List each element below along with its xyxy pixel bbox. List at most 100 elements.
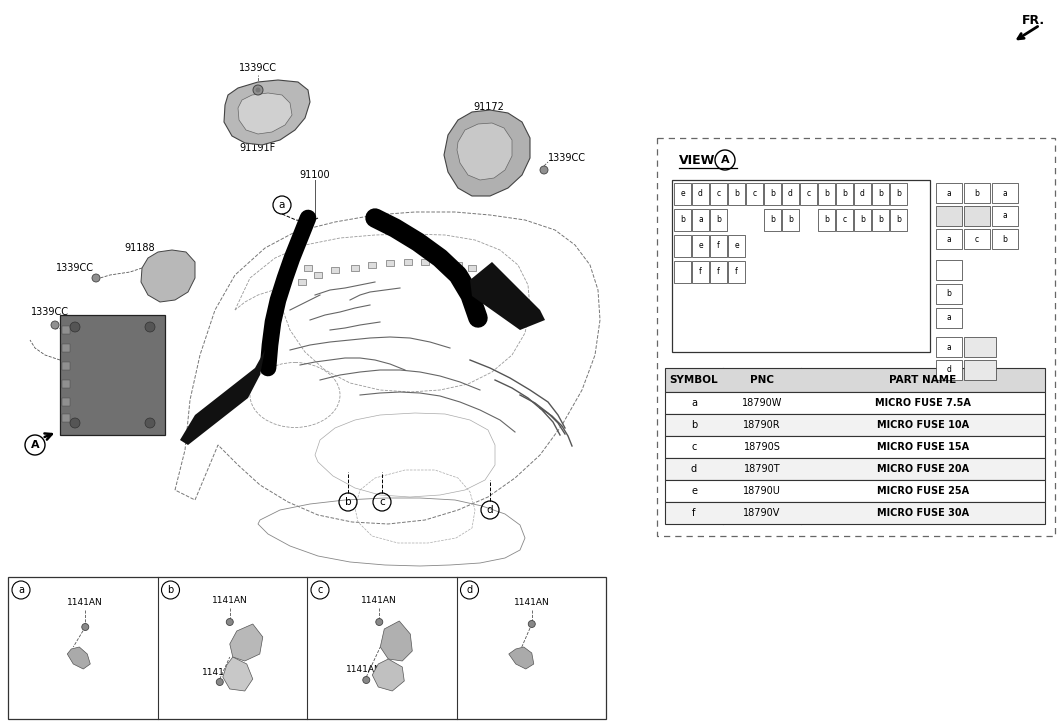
Text: MICRO FUSE 30A: MICRO FUSE 30A — [877, 508, 969, 518]
Text: d: d — [788, 190, 793, 198]
Text: b: b — [824, 190, 829, 198]
Bar — [819, 183, 836, 205]
Bar — [710, 183, 727, 205]
Polygon shape — [381, 621, 412, 661]
Text: MICRO FUSE 10A: MICRO FUSE 10A — [877, 420, 969, 430]
Bar — [710, 235, 727, 257]
Text: b: b — [735, 190, 739, 198]
Polygon shape — [372, 659, 404, 691]
Polygon shape — [444, 110, 530, 196]
Text: d: d — [691, 464, 697, 474]
Bar — [692, 209, 709, 231]
Bar — [937, 360, 962, 380]
Text: MICRO FUSE 15A: MICRO FUSE 15A — [877, 442, 969, 452]
Bar — [665, 480, 1045, 502]
Bar — [468, 265, 476, 271]
Bar — [665, 414, 1045, 436]
Text: MICRO FUSE 25A: MICRO FUSE 25A — [877, 486, 969, 496]
Bar — [454, 262, 462, 268]
Text: 18790V: 18790V — [743, 508, 780, 518]
Text: c: c — [843, 215, 846, 225]
Bar — [674, 235, 691, 257]
Bar — [937, 308, 962, 328]
Bar — [937, 229, 962, 249]
Text: f: f — [692, 508, 695, 518]
Polygon shape — [141, 250, 195, 302]
Polygon shape — [67, 647, 90, 669]
Text: f: f — [718, 241, 720, 251]
Bar — [692, 183, 709, 205]
Circle shape — [51, 321, 60, 329]
Circle shape — [145, 322, 155, 332]
Bar — [62, 362, 70, 370]
Text: b: b — [878, 190, 883, 198]
Text: 18790S: 18790S — [743, 442, 780, 452]
Text: SYMBOL: SYMBOL — [670, 375, 719, 385]
Text: 1141AN: 1141AN — [212, 596, 248, 605]
Bar — [421, 259, 429, 265]
Text: f: f — [736, 268, 738, 276]
Bar — [836, 209, 853, 231]
Circle shape — [226, 619, 233, 625]
Text: 91188: 91188 — [124, 243, 155, 253]
Polygon shape — [509, 647, 534, 669]
Text: a: a — [947, 188, 951, 198]
Text: f: f — [718, 268, 720, 276]
Bar — [404, 259, 412, 265]
Text: MICRO FUSE 7.5A: MICRO FUSE 7.5A — [875, 398, 971, 408]
Circle shape — [82, 624, 89, 630]
Text: f: f — [699, 268, 702, 276]
Text: 1141AN: 1141AN — [347, 665, 383, 674]
Text: c: c — [379, 497, 385, 507]
Text: c: c — [318, 585, 323, 595]
Text: e: e — [735, 241, 739, 251]
Text: a: a — [698, 215, 703, 225]
Bar — [836, 183, 853, 205]
Text: PART NAME: PART NAME — [890, 375, 957, 385]
Circle shape — [362, 677, 370, 683]
Text: 18790W: 18790W — [742, 398, 782, 408]
Text: b: b — [824, 215, 829, 225]
Text: c: c — [716, 190, 721, 198]
Text: 1339CC: 1339CC — [31, 307, 69, 317]
Bar — [62, 398, 70, 406]
Circle shape — [376, 619, 383, 625]
Circle shape — [255, 87, 260, 92]
Bar — [9, 577, 606, 719]
Bar — [964, 360, 996, 380]
Bar — [674, 261, 691, 283]
Text: b: b — [788, 215, 793, 225]
Text: b: b — [770, 215, 775, 225]
Text: b: b — [896, 190, 901, 198]
Bar — [937, 284, 962, 304]
Bar — [854, 183, 871, 205]
Bar — [657, 138, 1054, 536]
Text: c: c — [975, 235, 979, 244]
Bar — [854, 209, 871, 231]
Text: a: a — [1002, 212, 1008, 220]
Text: 1339CC: 1339CC — [549, 153, 586, 163]
Text: a: a — [691, 398, 697, 408]
Text: e: e — [680, 190, 685, 198]
Bar — [665, 392, 1045, 414]
Text: c: c — [807, 190, 811, 198]
Circle shape — [70, 418, 80, 428]
Bar — [937, 183, 962, 203]
Text: b: b — [344, 497, 351, 507]
Text: 18790R: 18790R — [743, 420, 781, 430]
Text: 1141AN: 1141AN — [202, 668, 238, 677]
Text: b: b — [946, 289, 951, 299]
Circle shape — [216, 678, 223, 686]
Bar — [331, 267, 339, 273]
Bar — [937, 337, 962, 357]
Text: 1141AN: 1141AN — [513, 598, 550, 607]
Text: a: a — [18, 585, 24, 595]
Bar — [746, 183, 763, 205]
Text: e: e — [691, 486, 697, 496]
Bar — [764, 183, 781, 205]
Text: PNC: PNC — [750, 375, 774, 385]
Text: A: A — [31, 440, 39, 450]
Text: 91172: 91172 — [473, 102, 505, 112]
Bar — [782, 209, 799, 231]
Text: d: d — [860, 190, 865, 198]
